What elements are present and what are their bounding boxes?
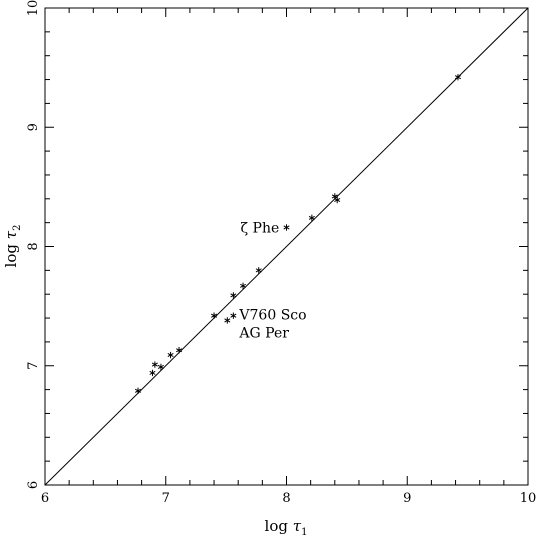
data-point (454, 73, 461, 81)
data-point (157, 363, 164, 371)
data-point (211, 312, 218, 319)
x-tick-label: 9 (403, 491, 411, 506)
data-point (151, 361, 158, 368)
data-point (167, 351, 174, 359)
point-annotation: V760 Sco (238, 307, 306, 323)
data-point (283, 224, 290, 231)
data-point (230, 312, 237, 319)
data-point (230, 292, 237, 299)
x-axis-label: log τ1 (265, 517, 308, 538)
data-point (308, 214, 315, 222)
y-axis-ticks: 6 7 8 9 10 (26, 0, 528, 489)
one-to-one-line (44, 7, 529, 486)
data-points (134, 73, 461, 394)
x-tick-label: 6 (41, 491, 49, 506)
x-tick-label: 8 (282, 491, 290, 506)
plot-area (44, 7, 529, 486)
data-point (224, 317, 231, 324)
point-annotation: AG Per (238, 325, 289, 341)
data-point (255, 267, 262, 274)
x-axis-ticks: 6 7 8 9 10 (41, 8, 536, 506)
point-annotation: ζ Phe (240, 220, 279, 236)
x-tick-label: 7 (162, 491, 170, 506)
x-tick-label: 10 (520, 491, 537, 506)
data-point (149, 369, 156, 377)
data-point (176, 347, 183, 354)
y-tick-label: 10 (26, 0, 41, 16)
y-tick-label: 8 (26, 242, 41, 250)
y-axis-label: log τ2 (2, 225, 23, 268)
data-point (240, 282, 247, 290)
y-tick-label: 7 (26, 362, 41, 370)
data-point (334, 196, 341, 204)
point-annotations: ζ Phe V760 Sco AG Per (238, 220, 306, 341)
y-tick-label: 6 (26, 481, 41, 489)
y-tick-label: 9 (26, 123, 41, 131)
data-point (134, 387, 142, 394)
